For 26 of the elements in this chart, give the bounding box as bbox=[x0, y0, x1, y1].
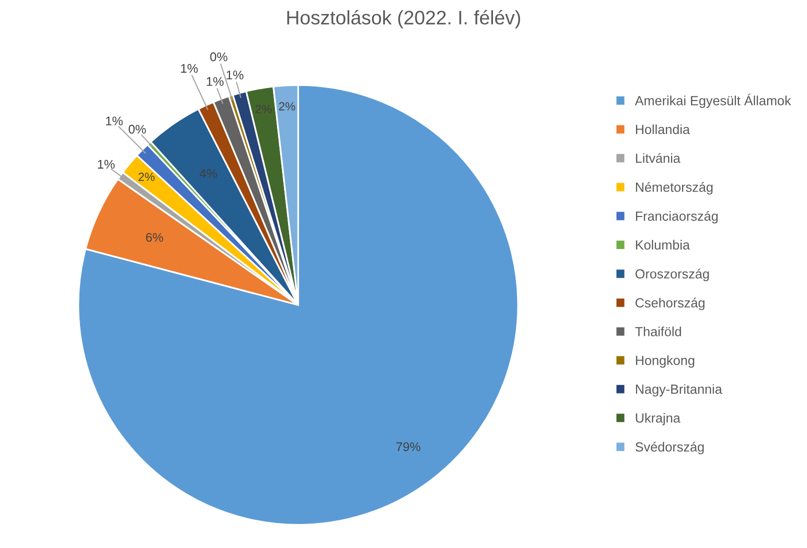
data-label: 1% bbox=[226, 70, 244, 80]
legend-label: Hongkong bbox=[636, 355, 694, 368]
legend-label: Oroszország bbox=[636, 268, 709, 282]
legend-label: Amerikai Egyesült Államok bbox=[634, 94, 792, 108]
data-label: 4% bbox=[200, 169, 217, 178]
chart-title: Hosztolások (2022. I. félév) bbox=[287, 10, 520, 28]
legend-label: Litvánia bbox=[636, 153, 680, 163]
legend-label: Németország bbox=[636, 182, 713, 194]
legend-label: Franciaország bbox=[636, 210, 718, 224]
data-label: 2% bbox=[279, 102, 296, 110]
legend-label: Hollandia bbox=[636, 124, 690, 134]
data-label: 1% bbox=[181, 64, 198, 73]
data-label: 1% bbox=[106, 116, 123, 126]
legend-label: Csehország bbox=[636, 298, 704, 310]
legend-label: Nagy-Britannia bbox=[636, 384, 722, 396]
data-label: 79% bbox=[396, 442, 420, 452]
data-label: 1% bbox=[98, 160, 115, 169]
legend-label: Kolumbia bbox=[636, 240, 690, 250]
legend-label: Ukrajna bbox=[636, 412, 680, 426]
data-label: 0% bbox=[128, 124, 146, 134]
legend-label: Svédország bbox=[636, 442, 704, 454]
data-label: 6% bbox=[146, 232, 164, 242]
data-label: 0% bbox=[210, 52, 228, 62]
data-label: 1% bbox=[206, 77, 224, 86]
data-label: 2% bbox=[138, 172, 155, 181]
legend-label: Thaiföld bbox=[635, 326, 681, 336]
